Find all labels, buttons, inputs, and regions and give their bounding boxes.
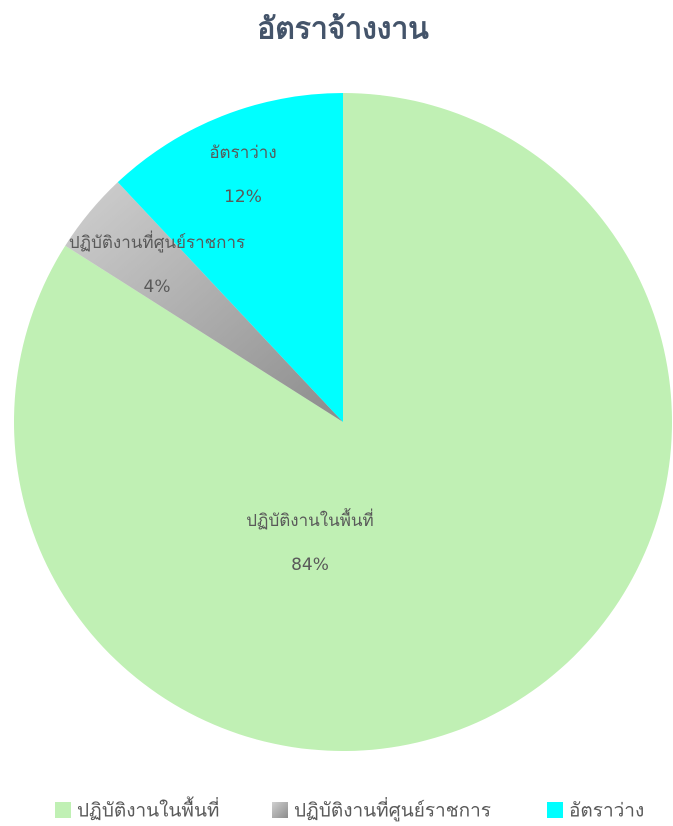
- slice-label: อัตราว่าง: [209, 143, 276, 163]
- slice-value: 84%: [291, 555, 329, 575]
- pie-slice: [65, 182, 343, 422]
- slice-label: ปฏิบัติงานในพื้นที่: [246, 508, 373, 531]
- legend-swatch: [272, 802, 288, 818]
- legend-swatch: [55, 802, 71, 818]
- slice-value: 4%: [144, 277, 171, 297]
- legend-label: ปฏิบัติงานที่ศูนย์ราชการ: [294, 797, 491, 822]
- pie-slice: [117, 93, 344, 422]
- legend-label: อัตราว่าง: [569, 800, 644, 822]
- chart-title: อัตราจ้างงาน: [257, 12, 429, 47]
- slice-label: ปฏิบัติงานที่ศูนย์ราชการ: [69, 230, 245, 253]
- legend-swatch: [547, 802, 563, 818]
- slice-value: 12%: [224, 187, 262, 207]
- legend-label: ปฏิบัติงานในพื้นที่: [77, 797, 219, 822]
